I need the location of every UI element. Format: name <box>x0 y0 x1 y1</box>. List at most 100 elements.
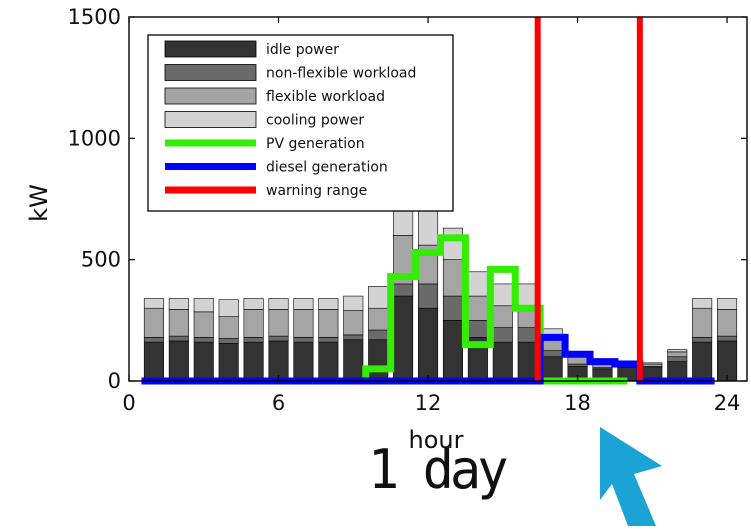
bar-non-flexible-workload-h14 <box>467 320 488 338</box>
bar-flexible-workload-h10 <box>368 307 389 331</box>
bar-idle-power-h16 <box>517 341 538 382</box>
warning-lines <box>534 17 643 381</box>
legend-label-PV-generation: PV generation <box>266 136 365 152</box>
bar-flexible-workload-h13 <box>442 259 463 297</box>
legend-swatch-non-flexible-workload <box>164 64 257 81</box>
bar-cooling-power-h5 <box>243 298 264 310</box>
bar-cooling-power-h1 <box>143 298 164 309</box>
y-tick-label-0: 0 <box>108 369 121 393</box>
legend-label-cooling-power: cooling power <box>266 113 364 129</box>
bar-idle-power-h3 <box>193 341 214 382</box>
bar-idle-power-h23 <box>692 341 713 382</box>
legend-label-non-flexible-workload: non-flexible workload <box>266 66 416 82</box>
line-PV-generation <box>340 234 628 385</box>
bar-idle-power-h12 <box>418 307 439 382</box>
bar-non-flexible-workload-h6 <box>268 335 289 342</box>
bar-flexible-workload-h6 <box>268 309 289 337</box>
x-tick-label-6: 6 <box>272 391 285 415</box>
bar-flexible-workload-h7 <box>293 309 314 338</box>
stacked-bars <box>143 203 738 382</box>
bar-non-flexible-workload-h15 <box>492 327 513 343</box>
bar-non-flexible-workload-h7 <box>293 337 314 343</box>
bar-non-flexible-workload-h16 <box>517 327 538 343</box>
bar-idle-power-h2 <box>168 340 189 382</box>
bar-flexible-workload-h1 <box>143 307 164 338</box>
bar-flexible-workload-h15 <box>492 305 513 328</box>
bar-cooling-power-h9 <box>343 295 364 311</box>
bar-flexible-workload-h23 <box>692 307 713 338</box>
bar-idle-power-h17 <box>542 356 563 382</box>
bar-flexible-workload-h22 <box>667 351 688 358</box>
bar-non-flexible-workload-h18 <box>567 363 588 367</box>
bar-flexible-workload-h21 <box>642 363 663 367</box>
legend-label-warning-range: warning range <box>266 183 367 199</box>
bar-non-flexible-workload-h13 <box>442 295 463 321</box>
bar-flexible-workload-h5 <box>243 309 264 338</box>
bar-non-flexible-workload-h17 <box>542 350 563 358</box>
bar-idle-power-h6 <box>268 340 289 382</box>
x-tick-label-18: 18 <box>564 391 591 415</box>
bar-flexible-workload-h14 <box>467 295 488 321</box>
y-tick-label-1000: 1000 <box>68 126 121 150</box>
x-tick-label-12: 12 <box>415 391 442 415</box>
bar-non-flexible-workload-h24 <box>717 335 738 342</box>
bar-non-flexible-workload-h12 <box>418 283 439 309</box>
legend-label-idle-power: idle power <box>266 42 339 58</box>
bar-cooling-power-h2 <box>168 298 189 310</box>
bar-non-flexible-workload-h10 <box>368 329 389 341</box>
bar-cooling-power-h7 <box>293 298 314 310</box>
bar-idle-power-h15 <box>492 341 513 382</box>
bar-cooling-power-h3 <box>193 298 214 313</box>
legend-swatch-cooling-power <box>164 111 257 128</box>
bar-flexible-workload-h3 <box>193 311 214 338</box>
bar-non-flexible-workload-h2 <box>168 335 189 342</box>
bar-flexible-workload-h8 <box>318 309 339 338</box>
bar-flexible-workload-h18 <box>567 356 588 365</box>
bar-cooling-power-h16 <box>517 283 538 307</box>
x-axis-label: hour <box>409 426 464 454</box>
bar-idle-power-h5 <box>243 341 264 382</box>
bar-non-flexible-workload-h8 <box>318 337 339 343</box>
bar-cooling-power-h15 <box>492 283 513 307</box>
bar-idle-power-h7 <box>293 341 314 382</box>
bar-flexible-workload-h9 <box>343 310 364 336</box>
bar-cooling-power-h4 <box>218 299 239 317</box>
bar-idle-power-h10 <box>368 339 389 382</box>
bar-cooling-power-h10 <box>368 286 389 309</box>
y-tick-label-1500: 1500 <box>68 5 121 29</box>
bar-non-flexible-workload-h22 <box>667 356 688 362</box>
bar-idle-power-h1 <box>143 341 164 382</box>
bar-idle-power-h8 <box>318 341 339 382</box>
bar-non-flexible-workload-h4 <box>218 338 239 344</box>
bar-cooling-power-h22 <box>667 349 688 353</box>
legend: idle power non-flexible workload flexible … <box>147 34 454 212</box>
bar-flexible-workload-h4 <box>218 316 239 339</box>
bar-cooling-power-h21 <box>642 362 663 365</box>
bar-non-flexible-workload-h1 <box>143 337 164 343</box>
caption-text: 1 day <box>368 438 509 502</box>
y-axis-label: kW <box>25 184 53 222</box>
x-tick-label-0: 0 <box>122 391 135 415</box>
bar-cooling-power-h6 <box>268 298 289 310</box>
arrow-icon <box>600 427 662 526</box>
legend-label-diesel-generation: diesel generation <box>266 160 388 176</box>
bar-cooling-power-h14 <box>467 271 488 297</box>
bar-cooling-power-h13 <box>442 227 463 260</box>
legend-swatch-flexible-workload <box>164 87 257 105</box>
legend-label-flexible-workload: flexible workload <box>266 89 385 105</box>
bar-idle-power-h13 <box>442 320 463 382</box>
bar-cooling-power-h23 <box>692 298 713 309</box>
legend-swatch-idle-power <box>164 40 257 58</box>
x-tick-label-24: 24 <box>714 391 741 415</box>
bar-flexible-workload-h24 <box>717 309 738 337</box>
bar-idle-power-h11 <box>393 295 414 382</box>
arrow-shape <box>600 427 662 526</box>
bar-cooling-power-h8 <box>318 298 339 310</box>
bar-idle-power-h24 <box>717 340 738 382</box>
bar-non-flexible-workload-h3 <box>193 337 214 343</box>
bar-non-flexible-workload-h11 <box>393 283 414 297</box>
y-tick-label-500: 500 <box>81 248 121 272</box>
bar-idle-power-h9 <box>343 339 364 382</box>
plot-frame <box>128 16 748 382</box>
